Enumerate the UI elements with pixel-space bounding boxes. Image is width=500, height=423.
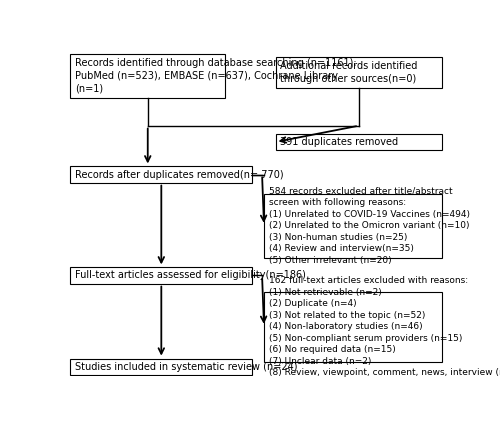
Text: Studies included in systematic review (n=24): Studies included in systematic review (n… bbox=[75, 362, 298, 372]
FancyBboxPatch shape bbox=[276, 134, 442, 150]
Text: Full-text articles assessed for eligibility(n=186): Full-text articles assessed for eligibil… bbox=[75, 270, 306, 280]
FancyBboxPatch shape bbox=[276, 57, 442, 88]
FancyBboxPatch shape bbox=[70, 54, 226, 98]
Text: 391 duplicates removed: 391 duplicates removed bbox=[280, 137, 398, 147]
Text: Records after duplicates removed(n= 770): Records after duplicates removed(n= 770) bbox=[75, 170, 284, 179]
FancyBboxPatch shape bbox=[264, 194, 442, 258]
FancyBboxPatch shape bbox=[70, 166, 252, 183]
FancyBboxPatch shape bbox=[264, 292, 442, 362]
Text: Additional records identified
through other sources(n=0): Additional records identified through ot… bbox=[280, 61, 417, 84]
Text: 584 records excluded after title/abstract
screen with following reasons:
(1) Unr: 584 records excluded after title/abstrac… bbox=[268, 187, 469, 265]
Text: 162 full-text articles excluded with reasons:
(1) Not retrievable (n=2)
(2) Dupl: 162 full-text articles excluded with rea… bbox=[268, 277, 500, 377]
Text: Records identified through database searching (n=1161):
PubMed (n=523), EMBASE (: Records identified through database sear… bbox=[75, 58, 356, 94]
FancyBboxPatch shape bbox=[70, 359, 252, 375]
FancyBboxPatch shape bbox=[70, 267, 252, 284]
